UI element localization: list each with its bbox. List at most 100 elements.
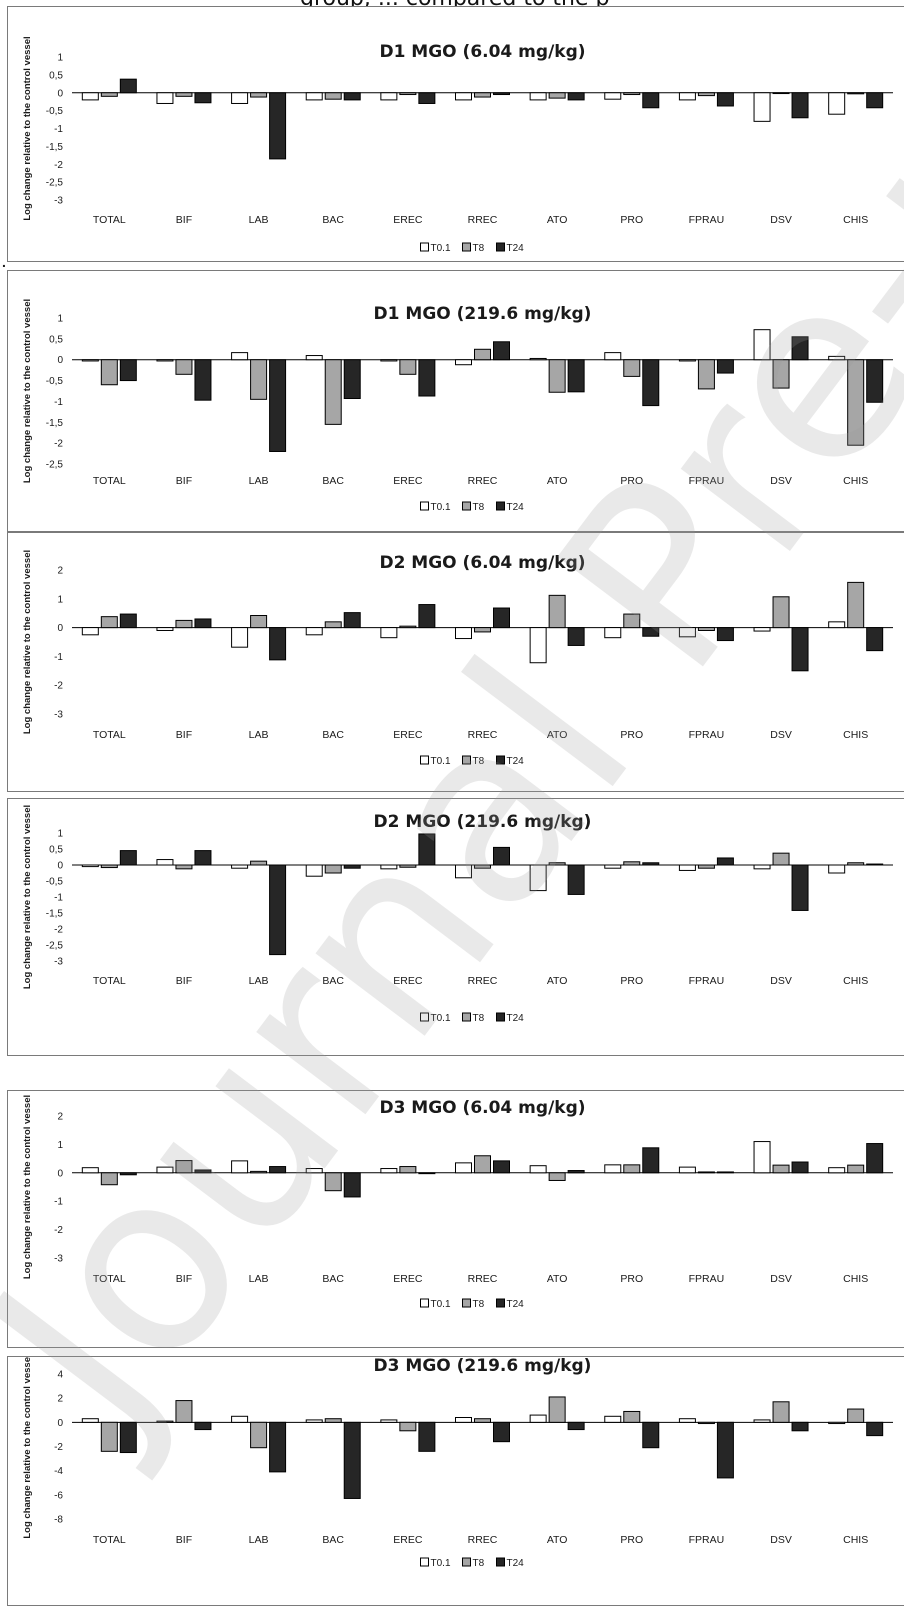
bar-t24	[194, 1169, 212, 1174]
bar-t0-1	[305, 1419, 323, 1423]
category-label: ATO	[547, 975, 568, 987]
bar-t24	[269, 627, 287, 661]
bar-t0-1	[529, 92, 547, 101]
bar-t0-1	[380, 92, 398, 101]
bar-t24	[567, 627, 585, 646]
category-label: PRO	[620, 475, 643, 487]
y-tick-label: -2	[54, 681, 63, 692]
bar-t0-1	[678, 1418, 696, 1423]
bar-t24	[866, 359, 884, 403]
legend-swatch	[462, 1557, 471, 1567]
bar-t0-1	[231, 352, 249, 361]
bar-t0-1	[529, 1165, 547, 1174]
bar-t24	[716, 359, 734, 374]
bar-t8	[623, 1410, 641, 1423]
bar-t0-1	[156, 1420, 174, 1423]
y-tick-label: 0	[57, 623, 63, 634]
bar-t0-1	[753, 329, 771, 361]
y-tick-label: -8	[54, 1515, 63, 1526]
bar-t24	[269, 92, 287, 160]
category-label: ATO	[547, 214, 568, 226]
bar-t0-1	[678, 627, 696, 638]
y-axis-label: Log change relative to the control vesse…	[22, 36, 33, 220]
chart-title: D3 MGO (219.6 mg/kg)	[374, 1357, 592, 1376]
bar-t8	[697, 864, 715, 869]
category-label: BIF	[176, 475, 192, 487]
legend-label: T0.1	[431, 243, 451, 254]
bar-t8	[697, 92, 715, 97]
bar-t24	[418, 92, 436, 104]
category-label: PRO	[620, 729, 643, 741]
cut-caption-text: group, ... compared to the p	[300, 0, 609, 11]
bar-t0-1	[81, 1167, 99, 1174]
category-label: FPRAU	[689, 975, 725, 987]
bar-t8	[175, 1160, 193, 1174]
y-tick-label: -0,5	[46, 106, 64, 117]
category-label: FPRAU	[689, 214, 725, 226]
category-label: FPRAU	[689, 729, 725, 741]
category-label: RREC	[468, 1273, 498, 1285]
bar-t0-1	[156, 359, 174, 362]
bar-t8	[847, 862, 865, 866]
bar-t8	[847, 359, 865, 446]
chart-panel-d1-high: D1 MGO (219.6 mg/kg) Log change relative …	[7, 270, 904, 532]
bar-t8	[399, 1421, 417, 1432]
bar-t24	[269, 1166, 287, 1174]
bar-t0-1	[81, 92, 99, 101]
category-label: PRO	[620, 975, 643, 987]
chart-panel-d2-high: D2 MGO (219.6 mg/kg) Log change relative …	[7, 798, 904, 1056]
category-label: DSV	[770, 975, 792, 987]
chart-svg: D1 MGO (6.04 mg/kg) Log change relative t…	[22, 36, 893, 254]
legend-swatch	[496, 242, 505, 252]
y-tick-label: -3	[54, 196, 63, 207]
bar-t24	[791, 864, 809, 911]
bar-t0-1	[753, 92, 771, 122]
category-label: LAB	[249, 475, 269, 487]
category-label: LAB	[249, 975, 269, 987]
y-axis-label: Log change relative to the control vesse…	[22, 550, 33, 734]
category-label: PRO	[620, 214, 643, 226]
bar-t24	[493, 92, 510, 96]
bar-t8	[623, 1164, 641, 1174]
bar-t0-1	[678, 1166, 696, 1174]
bar-t0-1	[753, 1141, 771, 1174]
category-label: LAB	[249, 1534, 269, 1546]
bar-t8	[474, 864, 491, 869]
bar-t8	[772, 92, 790, 95]
bar-t0-1	[305, 627, 323, 636]
bar-t0-1	[156, 627, 174, 631]
bar-t24	[493, 607, 510, 629]
category-label: EREC	[393, 729, 423, 741]
bar-t0-1	[81, 864, 99, 868]
bar-t0-1	[156, 92, 174, 104]
bar-t8	[548, 1172, 566, 1181]
category-label: FPRAU	[689, 475, 725, 487]
bar-t24	[119, 613, 137, 629]
chart-svg: D1 MGO (219.6 mg/kg) Log change relative …	[22, 299, 893, 513]
bar-t24	[119, 1172, 137, 1176]
bar-t0-1	[231, 92, 249, 104]
bar-t8	[772, 1164, 790, 1174]
bar-t8	[175, 92, 193, 97]
y-tick-label: -1	[54, 893, 63, 904]
category-label: CHIS	[843, 214, 868, 226]
legend-swatch	[496, 1012, 505, 1022]
y-tick-label: -2,5	[46, 941, 64, 952]
bar-t8	[324, 1418, 342, 1423]
bar-t8	[324, 864, 342, 874]
bar-t0-1	[455, 864, 472, 879]
y-tick-label: -4	[54, 1466, 63, 1477]
bar-t24	[567, 864, 585, 895]
y-tick-label: 0	[57, 1168, 63, 1179]
chart-title: D3 MGO (6.04 mg/kg)	[379, 1098, 585, 1118]
y-axis-label: Log change relative to the control vesse…	[22, 1357, 33, 1539]
category-label: BAC	[322, 1534, 344, 1546]
bar-t0-1	[305, 864, 323, 877]
bar-t0-1	[678, 92, 696, 101]
category-label: LAB	[249, 729, 269, 741]
chart-svg: D2 MGO (6.04 mg/kg) Log change relative t…	[22, 550, 893, 767]
y-tick-label: 4	[57, 1370, 63, 1381]
bar-t24	[866, 1143, 884, 1174]
bar-t8	[100, 1172, 118, 1186]
bar-t8	[324, 92, 342, 100]
